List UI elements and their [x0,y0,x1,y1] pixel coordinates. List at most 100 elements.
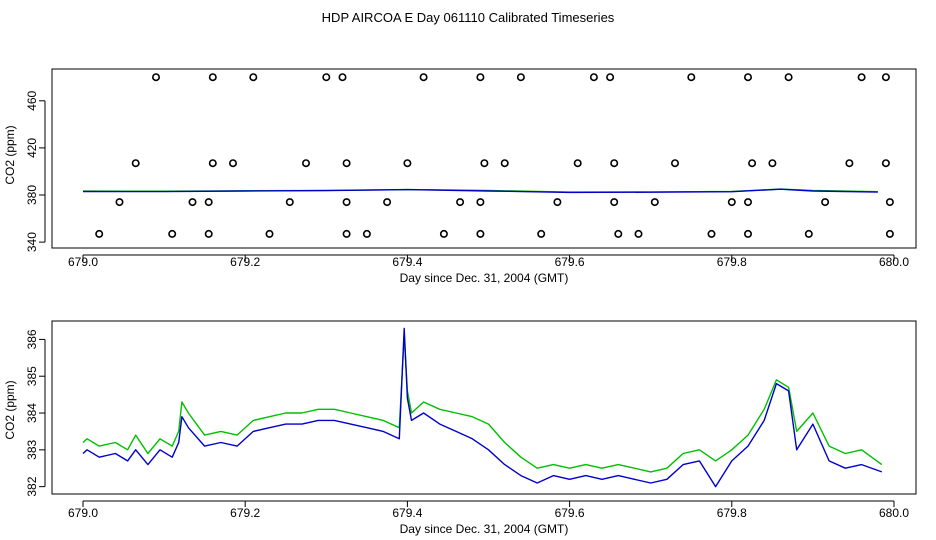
calibration-point [804,229,813,238]
calibration-point [342,198,351,207]
calibration-point [95,229,104,238]
calibration-point [476,73,485,82]
calibration-point [342,159,351,168]
series-line-blue [82,188,878,194]
calibration-point [476,229,485,238]
calibration-point [131,159,140,168]
calibration-point [208,159,217,168]
calibration-point [362,229,371,238]
y-tick-label: 386 [25,329,39,349]
calibration-point [743,198,752,207]
x-tick-label: 679.2 [230,506,260,520]
calibration-point [115,198,124,207]
calibration-point [614,229,623,238]
bottom-x-ticks: 679.0 679.2 679.4 679.6 679.8 680.0 [68,500,909,520]
calibration-point [439,229,448,238]
calibration-point [650,198,659,207]
series-line-green [82,335,883,473]
calibration-point [885,229,894,238]
y-tick-label: 385 [25,366,39,386]
top-y-ticks: 340 380 420 460 [25,90,46,252]
calibration-point [881,159,890,168]
top-y-axis-label: CO2 (ppm) [3,125,17,184]
calibration-point [748,159,757,168]
y-tick-label: 460 [25,90,39,110]
y-tick-label: 340 [25,232,39,252]
calibration-point [606,73,615,82]
top-panel: 340 380 420 460 679.0 679.2 679.4 679.6 679.8 68… [3,68,917,285]
bottom-plot-area [82,327,883,488]
calibration-point [768,159,777,168]
x-tick-label: 679.0 [68,506,98,520]
top-x-axis-label: Day since Dec. 31, 2004 (GMT) [400,271,569,285]
x-tick-label: 680.0 [879,506,909,520]
calibration-point [456,198,465,207]
series-line-blue [82,327,883,488]
x-tick-label: 679.8 [717,255,747,269]
calibration-point [476,198,485,207]
calibration-point [727,198,736,207]
calibration-point [553,198,562,207]
calibration-point [784,73,793,82]
x-tick-label: 679.8 [717,506,747,520]
calibration-point [208,73,217,82]
y-tick-label: 382 [25,476,39,496]
calibration-point [152,73,161,82]
calibration-point [204,198,213,207]
calibration-point [338,73,347,82]
y-tick-label: 384 [25,403,39,423]
x-tick-label: 679.0 [68,255,98,269]
calibration-point [634,229,643,238]
calibration-point [857,73,866,82]
y-tick-label: 420 [25,138,39,158]
calibration-point [516,73,525,82]
calibration-point [500,159,509,168]
calibration-point [821,198,830,207]
top-x-ticks: 679.0 679.2 679.4 679.6 679.8 680.0 [68,254,909,269]
bottom-y-axis-label: CO2 (ppm) [3,380,17,439]
calibration-point [322,73,331,82]
bottom-x-axis-label: Day since Dec. 31, 2004 (GMT) [400,522,569,536]
calibration-point [168,229,177,238]
x-tick-label: 680.0 [879,255,909,269]
calibration-point [342,229,351,238]
calibration-point [265,229,274,238]
calibration-point [188,198,197,207]
calibration-point [301,159,310,168]
calibration-point [743,229,752,238]
calibration-point [204,229,213,238]
calibration-point [383,198,392,207]
calibration-point [249,73,258,82]
calibration-point [419,73,428,82]
top-plot-frame [51,68,917,249]
calibration-point [743,73,752,82]
calibration-point [845,159,854,168]
calibration-point [403,159,412,168]
x-tick-label: 679.2 [230,255,260,269]
calibration-point [670,159,679,168]
calibration-point [687,73,696,82]
calibration-point [480,159,489,168]
calibration-point [881,73,890,82]
bottom-plot-frame [51,320,917,495]
x-tick-label: 679.6 [555,506,585,520]
x-tick-label: 679.6 [555,255,585,269]
page-title: HDP AIRCOA E Day 061110 Calibrated Times… [322,10,615,25]
calibration-point [707,229,716,238]
calibration-point [610,159,619,168]
calibration-point [589,73,598,82]
calibration-point [610,198,619,207]
y-tick-label: 380 [25,185,39,205]
top-plot-area [82,73,894,238]
x-tick-label: 679.4 [392,255,422,269]
y-tick-label: 383 [25,439,39,459]
x-tick-label: 679.4 [392,506,422,520]
bottom-y-ticks: 382 383 384 385 386 [25,329,46,497]
calibration-point [285,198,294,207]
calibration-point [537,229,546,238]
calibration-point [229,159,238,168]
calibration-point [885,198,894,207]
calibration-point [573,159,582,168]
